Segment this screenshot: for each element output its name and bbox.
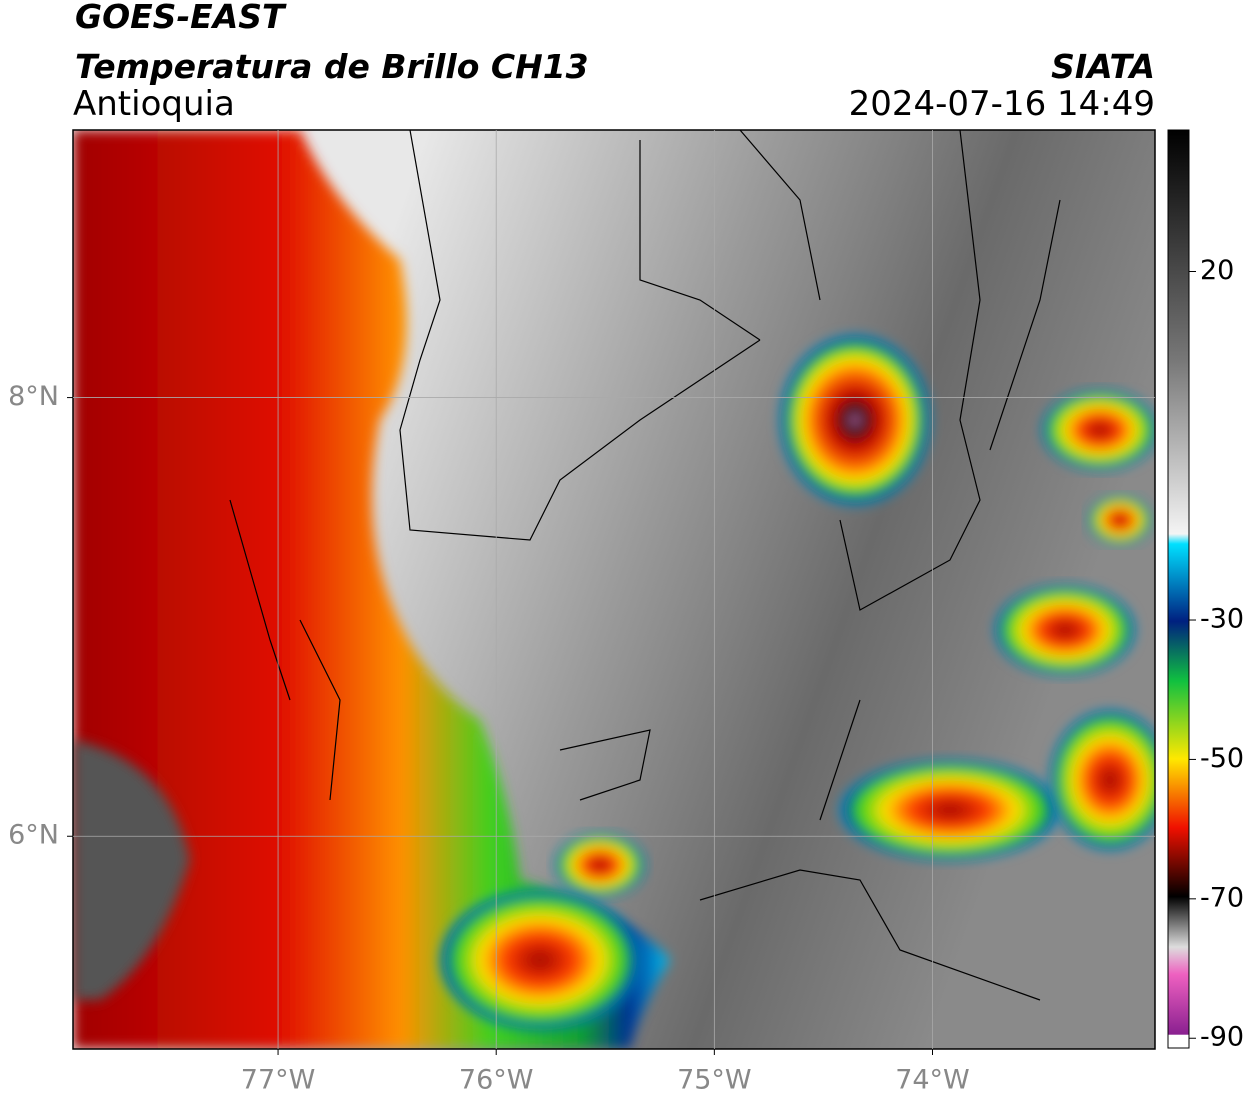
x-tick-label: 76°W [459,1065,534,1096]
y-tick-label: 8°N [8,381,59,412]
colorbar-tick-label: -70 [1200,882,1244,913]
x-tick-label: 77°W [241,1065,316,1096]
y-tick-label: 6°N [8,820,59,851]
colorbar [1167,129,1190,1049]
colorbar-tick-label: 20 [1200,255,1234,286]
region: Antioquia [73,84,235,124]
subtitle: Temperatura de Brillo CH13 [75,47,589,86]
x-tick-label: 74°W [895,1065,970,1096]
colorbar-tick-label: -30 [1200,604,1244,635]
colorbar-tick-label: -50 [1200,743,1244,774]
imagery [73,130,1155,1049]
x-tick-label: 75°W [677,1065,752,1096]
title: GOES-EAST [75,0,287,36]
plot-frame [72,129,1156,1050]
source: SIATA [1051,47,1155,86]
colorbar-tick-label: -90 [1200,1022,1244,1053]
datetime: 2024-07-16 14:49 [849,84,1155,124]
